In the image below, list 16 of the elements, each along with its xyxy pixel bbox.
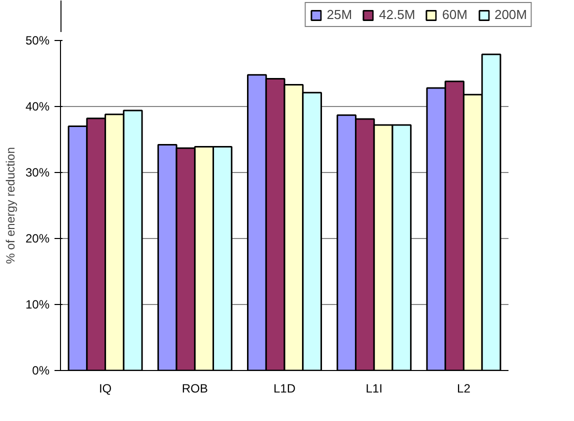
x-tick-label: L1I xyxy=(366,382,382,396)
legend-label: 200M xyxy=(494,7,527,22)
y-tick-label: 50% xyxy=(25,34,50,48)
legend-label: 42.5M xyxy=(379,7,416,22)
legend-label: 60M xyxy=(442,7,468,22)
y-tick-label: 0% xyxy=(32,364,50,378)
x-tick-label: L2 xyxy=(457,382,471,396)
y-tick-label: 10% xyxy=(25,298,50,312)
x-tick-label: IQ xyxy=(98,382,112,396)
legend-label: 25M xyxy=(326,7,352,22)
y-tick-label: 40% xyxy=(25,100,50,114)
y-tick-label: 20% xyxy=(25,232,50,246)
x-tick-label: ROB xyxy=(182,382,208,396)
x-tick-label: L1D xyxy=(273,382,296,396)
y-tick-label: 30% xyxy=(25,166,50,180)
y-axis-title: % of energy reduction xyxy=(3,147,18,264)
